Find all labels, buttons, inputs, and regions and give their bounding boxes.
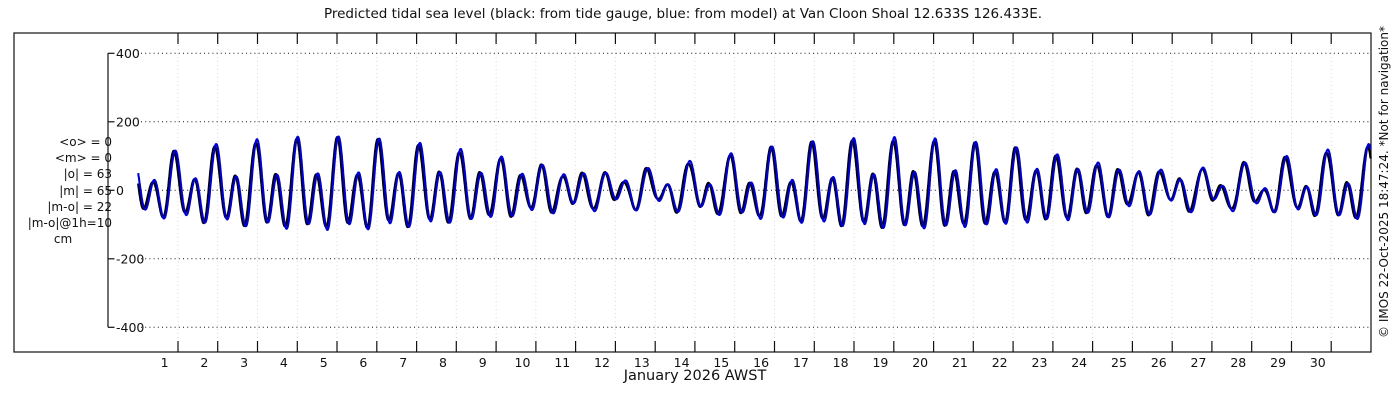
- svg-text:15: 15: [713, 355, 729, 370]
- svg-text:11: 11: [554, 355, 570, 370]
- svg-text:1: 1: [161, 355, 169, 370]
- svg-text:13: 13: [634, 355, 650, 370]
- svg-text:-400: -400: [116, 320, 144, 335]
- svg-text:16: 16: [753, 355, 769, 370]
- svg-text:22: 22: [992, 355, 1008, 370]
- svg-text:8: 8: [439, 355, 447, 370]
- tide-gauge-series-line: [137, 135, 1372, 229]
- stats-line: |m| = 65: [59, 183, 112, 198]
- stats-line: |o| = 63: [63, 167, 112, 182]
- svg-text:400: 400: [116, 46, 140, 61]
- svg-text:17: 17: [793, 355, 809, 370]
- svg-text:28: 28: [1230, 355, 1246, 370]
- svg-text:4: 4: [280, 355, 288, 370]
- stats-line: cm: [53, 232, 73, 247]
- svg-text:14: 14: [674, 355, 690, 370]
- model-series-line: [137, 135, 1372, 231]
- svg-text:26: 26: [1151, 355, 1167, 370]
- day-tick-labels: 1 2 3 4 5 6 7 8 9 10 11 12 13 14 15 16 17 18 19 20 21 22 23 24 2…: [161, 355, 1326, 370]
- svg-text:24: 24: [1071, 355, 1087, 370]
- svg-text:3: 3: [240, 355, 248, 370]
- svg-text:21: 21: [952, 355, 968, 370]
- svg-text:30: 30: [1310, 355, 1326, 370]
- x-axis-label: January 2026 AWST: [623, 368, 767, 384]
- day-tick-marks: [177, 33, 1332, 352]
- stats-line: |m-o| = 22: [47, 199, 112, 214]
- y-tick-labels: 400 200 0 -200 -400: [116, 46, 144, 335]
- chart-title: Predicted tidal sea level (black: from t…: [323, 6, 1043, 22]
- svg-text:18: 18: [833, 355, 849, 370]
- plot-frame: [13, 32, 1372, 353]
- svg-text:7: 7: [399, 355, 407, 370]
- svg-text:20: 20: [912, 355, 928, 370]
- svg-text:23: 23: [1032, 355, 1048, 370]
- svg-text:200: 200: [116, 114, 140, 129]
- svg-text:10: 10: [515, 355, 531, 370]
- svg-text:29: 29: [1270, 355, 1286, 370]
- svg-text:-200: -200: [116, 251, 144, 266]
- svg-text:6: 6: [359, 355, 367, 370]
- svg-text:25: 25: [1111, 355, 1127, 370]
- svg-text:5: 5: [320, 355, 328, 370]
- svg-text:0: 0: [116, 183, 124, 198]
- stats-panel: <o> = 0 <m> = 0 |o| = 63 |m| = 65 |m-o| = 22…: [14, 134, 112, 247]
- stats-line: |m-o|@1h=10: [27, 216, 112, 231]
- stats-line: <o> = 0: [59, 135, 112, 149]
- svg-text:9: 9: [479, 355, 487, 370]
- y-axis: [107, 52, 115, 328]
- svg-text:12: 12: [594, 355, 610, 370]
- copyright-watermark: © IMOS 22-Oct-2025 18:47:24. *Not for na…: [1377, 26, 1391, 338]
- svg-text:27: 27: [1191, 355, 1207, 370]
- svg-text:2: 2: [200, 355, 208, 370]
- level-gridlines: [141, 52, 1371, 328]
- svg-text:19: 19: [872, 355, 888, 370]
- stats-line: <m> = 0: [54, 151, 112, 166]
